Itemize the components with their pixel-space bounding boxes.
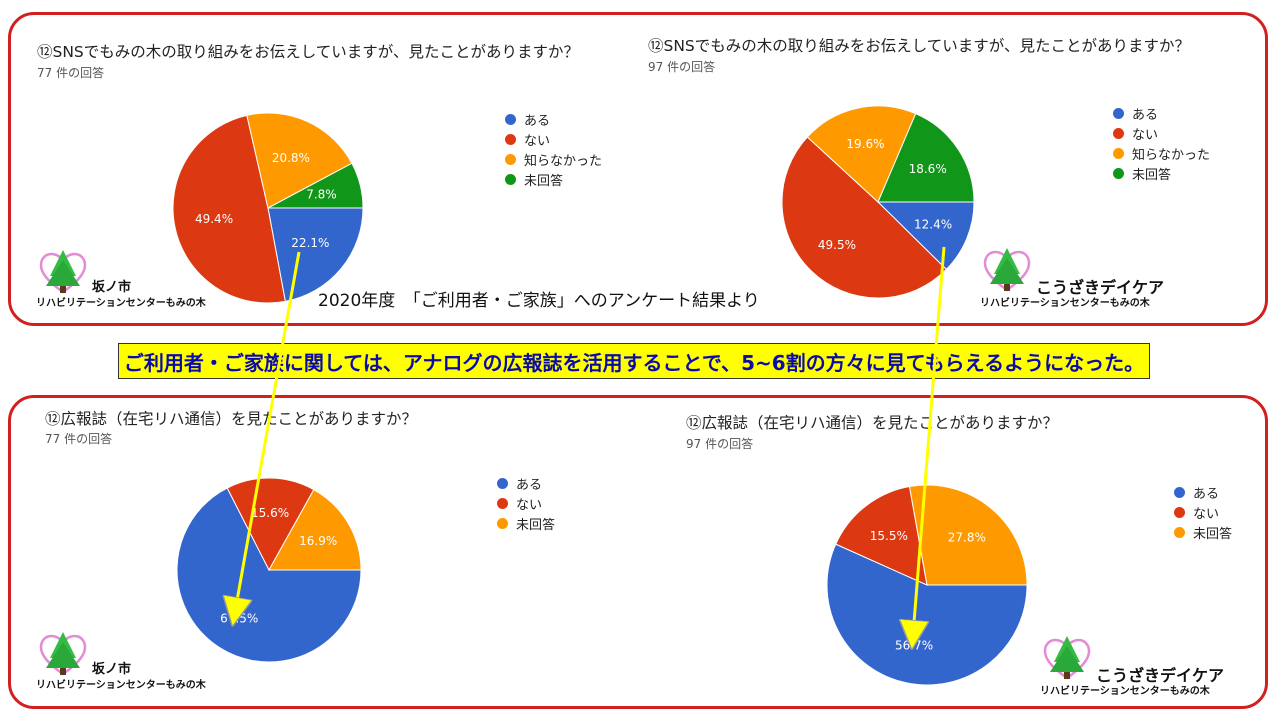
legend-swatch xyxy=(1113,127,1124,139)
slice-label: 15.6% xyxy=(251,506,289,520)
legend-label: ない xyxy=(516,497,543,513)
legend-swatch xyxy=(1113,147,1124,159)
legend-item: 知らなかった xyxy=(505,149,602,169)
slice-label: 12.4% xyxy=(914,218,952,232)
legend-swatch xyxy=(1113,167,1124,179)
pie-slice xyxy=(835,485,928,586)
legend-item: 未回答 xyxy=(1113,163,1210,183)
slice-label: 19.6% xyxy=(846,137,884,151)
legend-swatch xyxy=(505,133,516,145)
slice-label: 18.6% xyxy=(909,162,947,176)
chart-legend: ある ない 未回答 xyxy=(497,473,555,533)
tree-logo-icon xyxy=(1043,636,1091,680)
legend-item: ない xyxy=(505,129,602,149)
top-panel-frame xyxy=(8,12,1268,326)
logo: こうざきデイケア リハビリテーションセンターもみの木 xyxy=(1040,632,1224,697)
legend-label: ある xyxy=(1132,107,1159,123)
legend-swatch xyxy=(505,113,516,125)
legend-item: ある xyxy=(497,473,555,493)
pie-chart: 56.7% 15.5% 27.8% xyxy=(826,484,1028,686)
logo-subtitle: リハビリテーションセンターもみの木 xyxy=(980,298,1150,309)
chart-title: ⑫SNSでもみの木の取り組みをお伝えしていますが、見たことがありますか？ xyxy=(648,37,1190,55)
legend-label: ある xyxy=(1193,486,1220,502)
legend-swatch xyxy=(1174,486,1185,498)
tree-logo-icon xyxy=(39,632,87,676)
legend-label: 未回答 xyxy=(1193,526,1233,542)
legend-item: ある xyxy=(1113,103,1210,123)
legend-item: 未回答 xyxy=(505,169,602,189)
chart-title: ⑫SNSでもみの木の取り組みをお伝えしていますが、見たことがありますか？ xyxy=(37,43,579,61)
logo: 坂ノ市 リハビリテーションセンターもみの木 xyxy=(36,246,216,309)
legend-label: ない xyxy=(524,133,551,149)
legend-swatch xyxy=(1113,107,1124,119)
legend-label: 知らなかった xyxy=(1132,147,1211,163)
chart-title: ⑫広報誌（在宅リハ通信）を見たことがありますか？ xyxy=(686,414,1059,432)
legend-swatch xyxy=(497,477,508,489)
legend-item: 未回答 xyxy=(1174,522,1232,542)
logo-name: こうざきデイケア xyxy=(1096,666,1225,685)
pie-slice xyxy=(806,105,917,203)
pie-chart: 12.4% 49.5% 19.6% 18.6% xyxy=(781,105,975,299)
chart-legend: ある ない 知らなかった 未回答 xyxy=(505,109,602,189)
slice-label: 7.8% xyxy=(306,188,337,202)
legend-swatch xyxy=(1174,526,1185,538)
chart-legend: ある ない 未回答 xyxy=(1174,482,1232,542)
tree-logo-icon xyxy=(39,250,87,294)
logo: 坂ノ市 リハビリテーションセンターもみの木 xyxy=(36,628,216,691)
chart-legend: ある ない 知らなかった 未回答 xyxy=(1113,103,1210,183)
legend-item: ある xyxy=(1174,482,1232,502)
legend-item: ない xyxy=(497,493,555,513)
response-count: 77 件の回答 xyxy=(37,66,105,80)
tree-logo-icon xyxy=(983,248,1031,292)
legend-swatch xyxy=(505,173,516,185)
logo-name: 坂ノ市 xyxy=(92,662,132,677)
legend-label: ない xyxy=(1193,506,1220,522)
survey-caption: 2020年度 「ご利用者・ご家族」へのアンケート結果より xyxy=(318,291,760,311)
pie-slice xyxy=(876,201,975,271)
slice-label: 20.8% xyxy=(272,151,310,165)
response-count: 77 件の回答 xyxy=(45,432,113,446)
legend-label: 未回答 xyxy=(1132,167,1172,183)
chart-title: ⑫広報誌（在宅リハ通信）を見たことがありますか？ xyxy=(45,410,418,428)
legend-item: ない xyxy=(1113,123,1210,143)
legend-swatch xyxy=(497,517,508,529)
slice-label: 56.7% xyxy=(895,639,933,653)
slice-label: 49.4% xyxy=(195,212,233,226)
slice-label: 27.8% xyxy=(948,530,986,544)
logo-name: 坂ノ市 xyxy=(92,280,132,295)
legend-label: ある xyxy=(516,477,543,493)
pie-slice xyxy=(877,113,975,203)
slice-label: 67.5% xyxy=(220,612,258,626)
logo-subtitle: リハビリテーションセンターもみの木 xyxy=(36,680,206,691)
pie-slice xyxy=(246,112,353,209)
logo-subtitle: リハビリテーションセンターもみの木 xyxy=(36,298,206,309)
slice-label: 49.5% xyxy=(818,238,856,252)
legend-item: ない xyxy=(1174,502,1232,522)
pie-slice xyxy=(267,162,364,209)
response-count: 97 件の回答 xyxy=(686,437,754,451)
legend-item: 知らなかった xyxy=(1113,143,1210,163)
slice-label: 22.1% xyxy=(291,236,329,250)
response-count: 97 件の回答 xyxy=(648,60,716,74)
legend-label: 未回答 xyxy=(516,517,556,533)
bottom-panel-frame xyxy=(8,395,1268,709)
logo-subtitle: リハビリテーションセンターもみの木 xyxy=(1040,686,1210,697)
slice-label: 15.5% xyxy=(870,529,908,543)
legend-item: 未回答 xyxy=(497,513,555,533)
legend-swatch xyxy=(497,497,508,509)
logo: こうざきデイケア リハビリテーションセンターもみの木 xyxy=(980,244,1164,309)
legend-swatch xyxy=(1174,506,1185,518)
summary-banner: ご利用者・ご家族に関しては、アナログの広報誌を活用することで、5~6割の方々に見… xyxy=(118,343,1150,379)
slice-label: 16.9% xyxy=(299,534,337,548)
legend-label: ある xyxy=(524,113,551,129)
legend-swatch xyxy=(505,153,516,165)
legend-label: 未回答 xyxy=(524,173,564,189)
logo-name: こうざきデイケア xyxy=(1036,278,1165,297)
legend-label: ない xyxy=(1132,127,1159,143)
legend-label: 知らなかった xyxy=(524,153,603,169)
legend-item: ある xyxy=(505,109,602,129)
